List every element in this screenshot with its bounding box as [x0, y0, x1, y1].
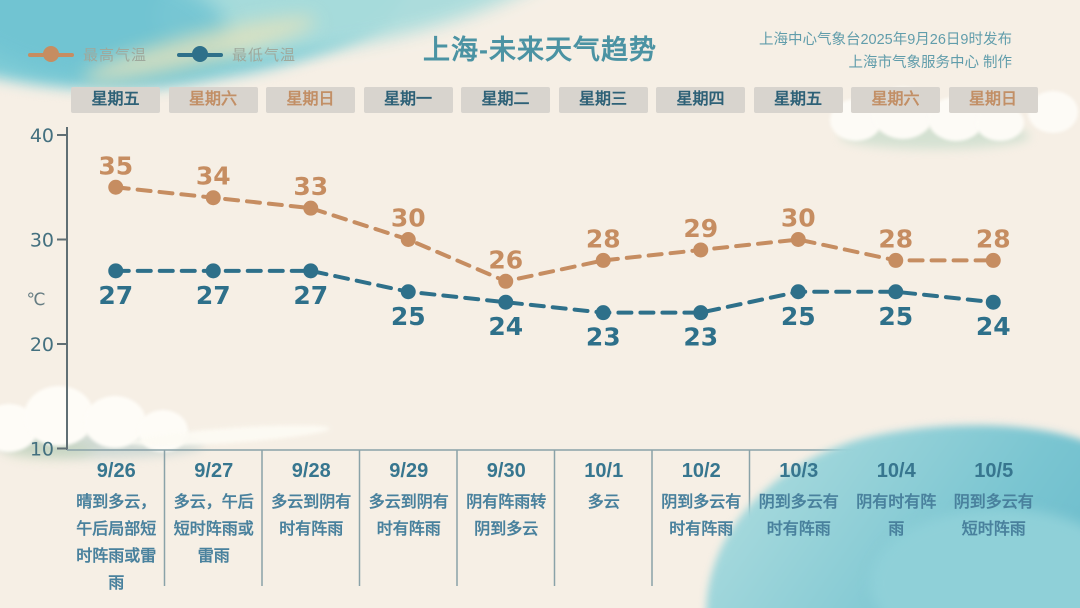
low-temp-point-9/27	[205, 263, 221, 279]
low-temp-value-10/2: 23	[683, 323, 718, 352]
publisher-info: 上海中心气象台2025年9月26日9时发布 上海市气象服务中心 制作	[759, 29, 1012, 75]
low-temp-value-9/27: 27	[196, 281, 231, 310]
forecast-description: 阴到多云有时有阵雨	[758, 494, 839, 538]
forecast-description: 阴到多云有时有阵雨	[661, 494, 742, 538]
publisher-line1: 上海中心气象台2025年9月26日9时发布	[758, 32, 1012, 48]
forecast-column-10/1: 10/1 多云	[555, 450, 653, 597]
forecast-date: 10/3	[779, 460, 819, 482]
high-temp-point-10/3	[790, 232, 806, 247]
low-temp-point-9/30	[498, 294, 514, 310]
low-temp-point-10/4	[888, 284, 904, 300]
forecast-column-9/27: 9/27 多云，午后短时阵雨或雷雨	[165, 450, 263, 597]
forecast-date: 9/26	[96, 460, 136, 482]
low-temp-point-9/28	[303, 263, 319, 279]
forecast-date: 10/2	[681, 460, 721, 482]
low-temp-value-10/1: 23	[586, 323, 621, 352]
weekday-header-10/2: 星期四	[656, 87, 745, 113]
low-temp-value-9/28: 27	[293, 281, 328, 310]
weekday-header-10/4: 星期六	[851, 87, 940, 113]
high-temp-value-9/28: 33	[293, 172, 328, 201]
high-temp-point-9/29	[400, 232, 416, 247]
weekday-header-9/29: 星期一	[363, 87, 453, 113]
forecast-description: 晴到多云，午后局部短时阵雨或雷雨	[76, 494, 157, 592]
forecast-description: 多云到阴有时有阵雨	[271, 494, 352, 538]
forecast-column-10/4: 10/4 阴有时有阵雨	[847, 450, 945, 597]
forecast-date: 9/27	[194, 460, 234, 482]
high-temp-point-10/5	[985, 252, 1001, 268]
high-temp-value-10/4: 28	[878, 224, 913, 253]
low-temp-point-10/2	[693, 305, 709, 321]
forecast-date: 10/5	[974, 460, 1014, 482]
high-temp-value-10/3: 30	[781, 204, 816, 233]
weekday-header-10/5: 星期日	[948, 87, 1038, 113]
y-tick-label: 40	[30, 125, 54, 147]
forecast-column-9/26: 9/26 晴到多云，午后局部短时阵雨或雷雨	[67, 450, 165, 597]
forecast-date: 10/4	[876, 460, 916, 482]
forecast-date: 10/1	[584, 460, 624, 482]
low-temp-value-10/4: 25	[878, 302, 913, 331]
high-temp-point-10/4	[888, 252, 904, 268]
low-temp-value-9/26: 27	[98, 281, 133, 310]
high-temp-point-10/1	[595, 252, 611, 268]
low-temp-point-10/1	[595, 305, 611, 321]
forecast-description: 多云到阴有时有阵雨	[368, 494, 449, 538]
forecast-column-9/29: 9/29 多云到阴有时有阵雨	[360, 450, 458, 597]
forecast-column-10/3: 10/3 阴到多云有时有阵雨	[750, 450, 848, 597]
high-temp-point-10/2	[693, 242, 709, 258]
forecast-column-10/5: 10/5 阴到多云有短时阵雨	[945, 450, 1043, 597]
low-temp-point-9/29	[400, 284, 416, 300]
weekday-header-9/27: 星期六	[168, 87, 258, 113]
high-temp-value-9/29: 30	[391, 204, 426, 233]
low-temp-value-10/3: 25	[781, 302, 816, 331]
forecast-description: 阴有时有阵雨	[856, 494, 937, 538]
publisher-line2: 上海市气象服务中心 制作	[848, 55, 1012, 71]
y-tick-label: 20	[30, 334, 54, 356]
high-temp-point-9/30	[498, 273, 514, 289]
forecast-column-10/2: 10/2 阴到多云有时有阵雨	[652, 450, 750, 597]
forecast-table: 9/26 晴到多云，午后局部短时阵雨或雷雨 9/27 多云，午后短时阵雨或雷雨 9/28…	[67, 450, 1042, 597]
high-temp-point-9/26	[108, 179, 124, 195]
high-temp-value-9/26: 35	[98, 151, 133, 180]
high-temp-value-10/1: 28	[586, 224, 621, 253]
high-temp-line	[113, 185, 996, 284]
y-tick-label: 10	[30, 439, 54, 461]
low-temp-line	[113, 268, 996, 315]
forecast-column-9/28: 9/28 多云到阴有时有阵雨	[262, 450, 360, 597]
forecast-column-9/30: 9/30 阴有阵雨转阴到多云	[457, 450, 555, 597]
high-temp-value-9/30: 26	[488, 245, 523, 274]
low-temp-value-9/30: 24	[488, 312, 523, 341]
forecast-description: 多云，午后短时阵雨或雷雨	[173, 494, 254, 565]
forecast-description: 阴有阵雨转阴到多云	[466, 494, 547, 538]
high-temp-value-9/27: 34	[196, 162, 231, 191]
high-temp-value-10/2: 29	[683, 214, 718, 243]
weekday-header-9/30: 星期二	[461, 87, 550, 113]
low-temp-point-10/5	[985, 294, 1001, 310]
weekday-header-9/28: 星期日	[266, 87, 355, 113]
forecast-description: 阴到多云有短时阵雨	[953, 494, 1034, 538]
y-tick-label: 30	[30, 230, 54, 252]
forecast-date: 9/30	[486, 460, 526, 482]
forecast-date: 9/28	[291, 460, 331, 482]
forecast-date: 9/29	[389, 460, 429, 482]
low-temp-value-9/29: 25	[391, 302, 426, 331]
low-temp-point-10/3	[790, 284, 806, 300]
weekday-header-9/26: 星期五	[71, 87, 160, 113]
high-temp-point-9/27	[205, 190, 221, 206]
high-temp-value-10/5: 28	[976, 224, 1011, 253]
weekday-header-10/1: 星期三	[558, 87, 648, 113]
forecast-description: 多云	[587, 494, 620, 511]
low-temp-point-9/26	[108, 263, 124, 279]
weekday-header-10/3: 星期五	[753, 87, 843, 113]
y-axis-unit-label: ℃	[26, 290, 45, 310]
high-temp-point-9/28	[303, 200, 319, 216]
low-temp-value-10/5: 24	[976, 312, 1011, 341]
